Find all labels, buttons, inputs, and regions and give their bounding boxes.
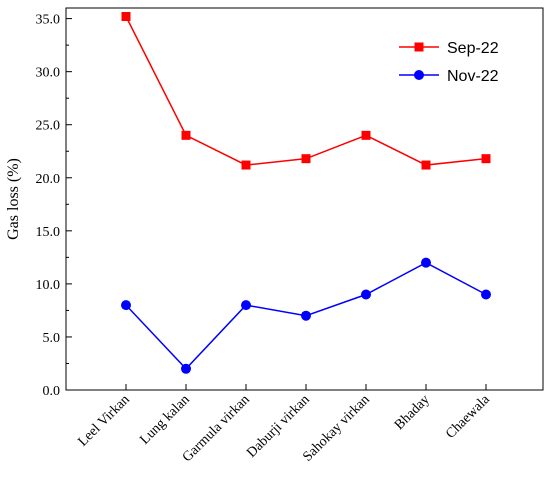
legend-label: Nov-22	[447, 68, 499, 85]
data-point-circle	[301, 310, 311, 321]
y-tick-label: 25.0	[36, 119, 61, 134]
y-tick-label: 35.0	[36, 13, 61, 28]
legend-label: Sep-22	[447, 40, 499, 57]
legend: Sep-22 Nov-22	[399, 40, 499, 85]
data-point-circle	[421, 257, 431, 268]
y-tick-label: 5.0	[43, 331, 61, 346]
data-point-square	[301, 154, 311, 164]
x-tick-label: Lung kalan	[137, 392, 192, 447]
data-point-square	[481, 154, 491, 164]
x-tick-label: Leel Virkan	[75, 392, 132, 449]
data-point-circle	[361, 289, 371, 300]
data-point-circle	[181, 363, 191, 374]
data-point-circle	[241, 300, 251, 311]
data-point-circle	[121, 300, 131, 311]
x-tick-label: Chaewala	[443, 392, 493, 442]
legend-marker-circle	[414, 70, 424, 80]
data-point-square	[181, 130, 191, 140]
x-tick-label: Bhaday	[392, 392, 433, 433]
data-point-square	[121, 11, 131, 21]
legend-marker-square	[414, 42, 424, 52]
y-tick-label: 30.0	[36, 66, 61, 81]
y-tick-label: 0.0	[43, 384, 61, 399]
data-point-circle	[481, 289, 491, 300]
data-point-square	[421, 160, 431, 170]
y-axis-title: Gas loss (%)	[5, 158, 22, 240]
data-point-square	[241, 160, 251, 170]
y-tick-label: 15.0	[36, 225, 61, 240]
series-group	[121, 11, 491, 374]
data-point-square	[361, 130, 371, 140]
y-tick-label: 10.0	[36, 278, 61, 293]
y-tick-label: 20.0	[36, 172, 61, 187]
y-axis-ticks: 0.0 5.0 10.0 15.0 20.0 25.0 30.0 35.0	[36, 13, 72, 399]
plot-frame	[65, 7, 544, 391]
series-line-0	[125, 16, 487, 166]
